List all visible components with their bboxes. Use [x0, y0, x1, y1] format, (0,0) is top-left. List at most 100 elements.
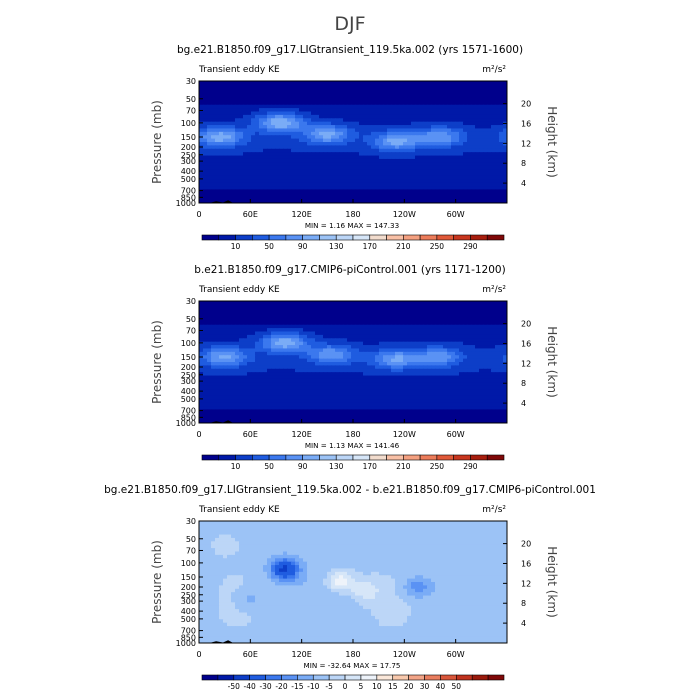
- heatmap-cell: [367, 301, 372, 305]
- heatmap-cell: [315, 389, 320, 394]
- heatmap-cell: [315, 158, 320, 163]
- heatmap-cell: [371, 97, 376, 102]
- heatmap-cell: [291, 81, 296, 85]
- heatmap-cell: [351, 314, 356, 319]
- heatmap-cell: [311, 172, 316, 177]
- heatmap-cell: [283, 199, 288, 203]
- heatmap-cell: [463, 155, 468, 160]
- y-tick-label: 70: [186, 106, 196, 115]
- heatmap-cell: [391, 351, 396, 356]
- heatmap-cell: [267, 307, 272, 312]
- heatmap-cell: [391, 87, 396, 92]
- heatmap-cell: [367, 125, 372, 130]
- heatmap-cell: [363, 351, 368, 356]
- heatmap-cell: [259, 175, 264, 180]
- heatmap-cell: [487, 111, 492, 116]
- heatmap-cell: [487, 182, 492, 187]
- heatmap-cell: [287, 351, 292, 356]
- heatmap-cell: [411, 179, 416, 184]
- heatmap-cell: [295, 162, 300, 167]
- heatmap-cell: [271, 182, 276, 187]
- heatmap-cell: [503, 304, 507, 309]
- heatmap-cell: [483, 368, 488, 373]
- heatmap-cell: [379, 307, 384, 312]
- heatmap-cell: [291, 372, 296, 377]
- heatmap-cell: [475, 152, 480, 157]
- heatmap-cell: [203, 358, 208, 363]
- heatmap-cell: [351, 125, 356, 130]
- heatmap-cell: [371, 372, 376, 377]
- heatmap-cell: [219, 94, 224, 99]
- heatmap-cell: [475, 94, 480, 99]
- heatmap-cell: [331, 111, 336, 116]
- heatmap-cell: [339, 81, 344, 85]
- heatmap-cell: [307, 378, 312, 383]
- heatmap-cell: [451, 155, 456, 160]
- heatmap-cell: [223, 314, 228, 319]
- heatmap-cell: [395, 186, 400, 191]
- heatmap-cell: [299, 186, 304, 191]
- heatmap-cell: [343, 155, 348, 160]
- heatmap-cell: [483, 94, 488, 99]
- heatmap-cell: [311, 186, 316, 191]
- heatmap-cell: [467, 311, 472, 316]
- heatmap-cell: [275, 97, 280, 102]
- heatmap-cell: [315, 97, 320, 102]
- heatmap-cell: [343, 382, 348, 387]
- heatmap-cell: [463, 199, 468, 203]
- heatmap-cell: [291, 135, 296, 140]
- heatmap-cell: [243, 307, 248, 312]
- heatmap-cell: [339, 142, 344, 146]
- heatmap-cell: [359, 324, 364, 329]
- heatmap-cell: [447, 118, 452, 123]
- heatmap-cell: [411, 351, 416, 356]
- heatmap-cell: [439, 351, 444, 356]
- heatmap-cell: [331, 97, 336, 102]
- heatmap-cell: [423, 148, 428, 153]
- heatmap-cell: [243, 125, 248, 130]
- heatmap-cell: [239, 131, 244, 136]
- heatmap-cell: [267, 392, 272, 397]
- heatmap-cell: [219, 128, 224, 133]
- heatmap-cell: [267, 189, 272, 194]
- heatmap-cell: [339, 84, 344, 89]
- heatmap-cell: [283, 81, 288, 85]
- heatmap-cell: [259, 172, 264, 177]
- heatmap-cell: [391, 192, 396, 197]
- heatmap-cell: [295, 307, 300, 312]
- heatmap-cell: [287, 148, 292, 153]
- heatmap-cell: [311, 152, 316, 157]
- heatmap-cell: [327, 125, 332, 130]
- heatmap-cell: [279, 321, 284, 326]
- heatmap-cell: [339, 158, 344, 163]
- heatmap-cell: [271, 135, 276, 140]
- heatmap-cell: [239, 301, 244, 305]
- heatmap-cell: [387, 362, 392, 366]
- heatmap-cell: [255, 97, 260, 102]
- heatmap-cell: [323, 131, 328, 136]
- heatmap-cell: [291, 328, 296, 333]
- heatmap-cell: [203, 169, 208, 174]
- heatmap-cell: [427, 94, 432, 99]
- heatmap-cell: [395, 196, 400, 201]
- heatmap-cell: [287, 378, 292, 383]
- colorbar-swatch: [201, 234, 220, 241]
- heatmap-cell: [343, 321, 348, 326]
- heatmap-cell: [271, 104, 276, 109]
- heatmap-cell: [319, 172, 324, 177]
- heatmap-cell: [315, 307, 320, 312]
- heatmap-cell: [419, 142, 424, 146]
- heatmap-cell: [275, 101, 280, 106]
- heatmap-cell: [399, 338, 404, 343]
- heatmap-cell: [471, 101, 476, 106]
- heatmap-cell: [211, 179, 216, 184]
- heatmap-cell: [339, 307, 344, 312]
- heatmap-cell: [375, 175, 380, 180]
- heatmap-cell: [251, 94, 256, 99]
- heatmap-cell: [343, 94, 348, 99]
- heatmap-cell: [391, 172, 396, 177]
- heatmap-cell: [247, 189, 252, 194]
- heatmap-cell: [215, 196, 220, 201]
- heatmap-cell: [379, 179, 384, 184]
- heatmap-cell: [295, 87, 300, 92]
